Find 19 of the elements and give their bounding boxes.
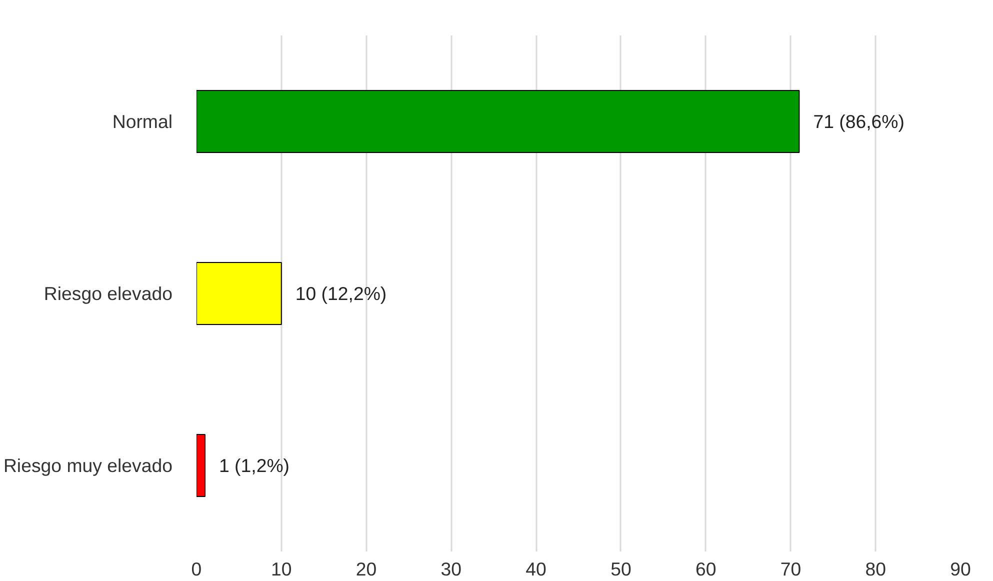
x-tick-label: 70: [780, 558, 802, 580]
y-tick-label: Normal: [112, 111, 172, 132]
x-tick-label: 90: [950, 558, 971, 580]
x-tick-label: 10: [271, 558, 292, 580]
data-label: 71 (86,6%): [813, 111, 904, 132]
bar: [196, 262, 282, 325]
x-tick-label: 20: [356, 558, 377, 580]
y-tick-label: Riesgo muy elevado: [3, 455, 173, 476]
x-tick-label: 50: [610, 558, 632, 580]
x-tick-label: 60: [695, 558, 716, 580]
y-tick-label: Riesgo elevado: [44, 283, 172, 304]
bar: [196, 434, 206, 497]
x-tick-label: 30: [440, 558, 462, 580]
x-tick-label: 0: [191, 558, 202, 580]
bar: [196, 90, 800, 153]
data-label: 10 (12,2%): [295, 283, 387, 304]
data-label: 1 (1,2%): [218, 455, 290, 476]
x-tick-label: 80: [865, 558, 886, 580]
x-tick-label: 40: [526, 558, 546, 580]
